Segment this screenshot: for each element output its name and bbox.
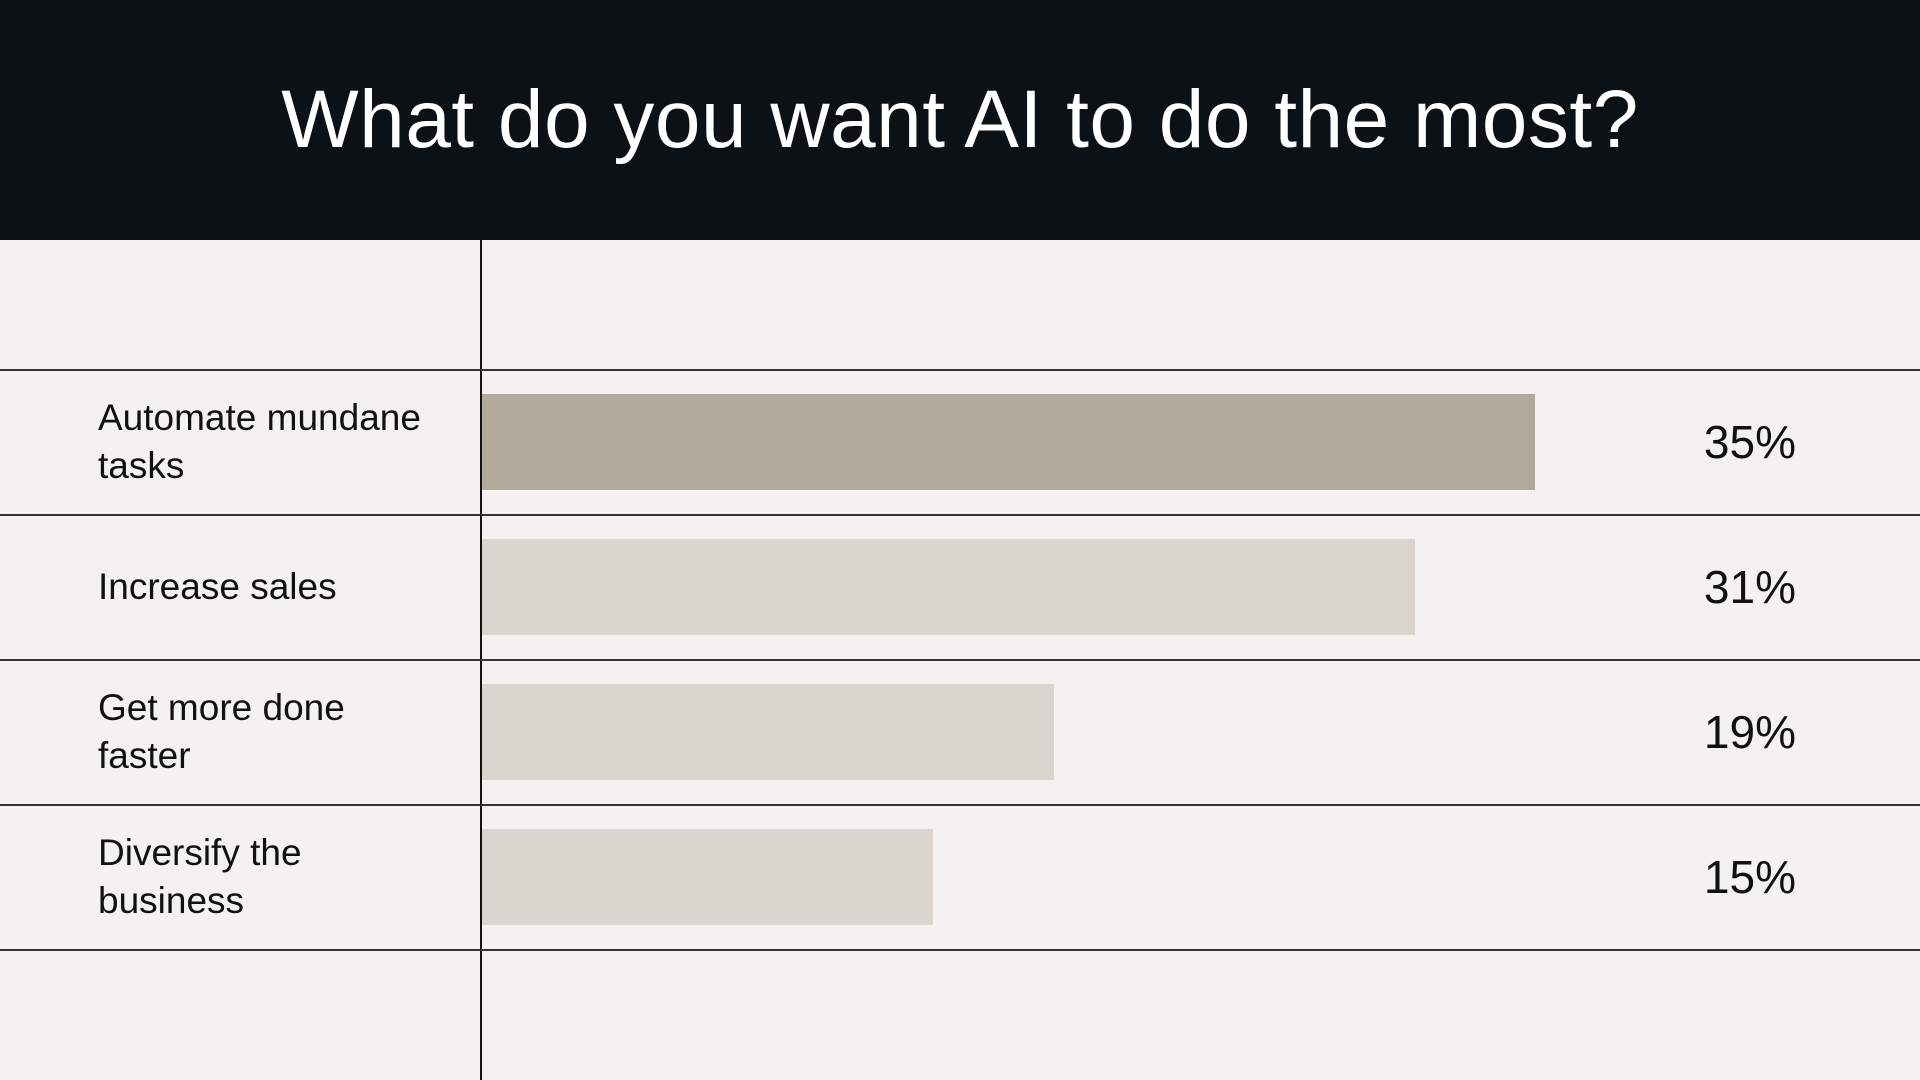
- value-label: 19%: [1703, 705, 1796, 758]
- bar: [482, 828, 934, 925]
- bar: [482, 683, 1054, 780]
- category-label: Get more done faster: [98, 686, 345, 776]
- row-divider: [0, 514, 1920, 516]
- category-label: Increase sales: [98, 565, 337, 607]
- row-divider: [0, 369, 1920, 371]
- value-label: 15%: [1703, 850, 1796, 903]
- category-label: Diversify the business: [98, 831, 302, 921]
- row-divider: [0, 949, 1920, 951]
- row-divider: [0, 804, 1920, 806]
- row-divider: [0, 659, 1920, 661]
- value-label: 35%: [1703, 415, 1796, 468]
- header: What do you want AI to do the most?: [0, 0, 1920, 240]
- bar: [482, 538, 1415, 635]
- bar: [482, 393, 1535, 490]
- chart-title: What do you want AI to do the most?: [281, 74, 1639, 165]
- value-label: 31%: [1703, 560, 1796, 613]
- category-label: Automate mundane tasks: [98, 396, 421, 486]
